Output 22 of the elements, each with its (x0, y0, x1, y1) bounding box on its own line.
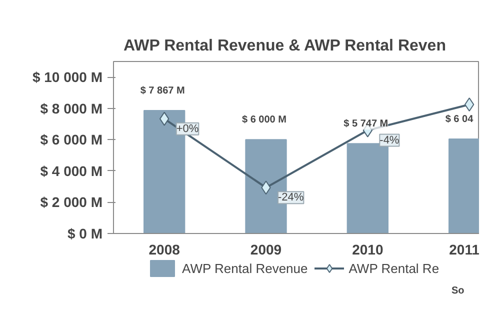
x-tick-label: 2009 (250, 242, 282, 258)
data-label: $ 7 867 M (140, 85, 185, 96)
x-tick-label: 2011 (449, 242, 480, 258)
legend-label: AWP Rental Revenue (182, 260, 308, 276)
data-label: -24% (278, 192, 304, 204)
y-tick-label: $ 10 000 M (32, 69, 103, 86)
y-tick-label: $ 6 000 M (40, 132, 103, 148)
y-tick-label: $ 8 000 M (40, 100, 103, 116)
x-tick-label: 2008 (148, 242, 180, 258)
data-label: -4% (380, 134, 400, 146)
x-tick-label: 2010 (352, 242, 384, 258)
data-label: $ 5 747 M (344, 118, 388, 130)
data-label: +0% (176, 122, 199, 135)
y-tick-label: $ 4 000 M (40, 162, 103, 179)
y-tick-label: $ 2 000 M (40, 194, 103, 210)
point (464, 98, 474, 112)
chart-title: AWP Rental Revenue & AWP Rental Reven (124, 38, 446, 54)
legend-label: AWP Rental Re (348, 260, 440, 276)
y-tick-label: $ 0 M (67, 226, 102, 242)
data-label: $ 6 04 (445, 114, 474, 125)
text: So (452, 286, 464, 296)
data-label: $ 6 000 M (242, 114, 286, 126)
